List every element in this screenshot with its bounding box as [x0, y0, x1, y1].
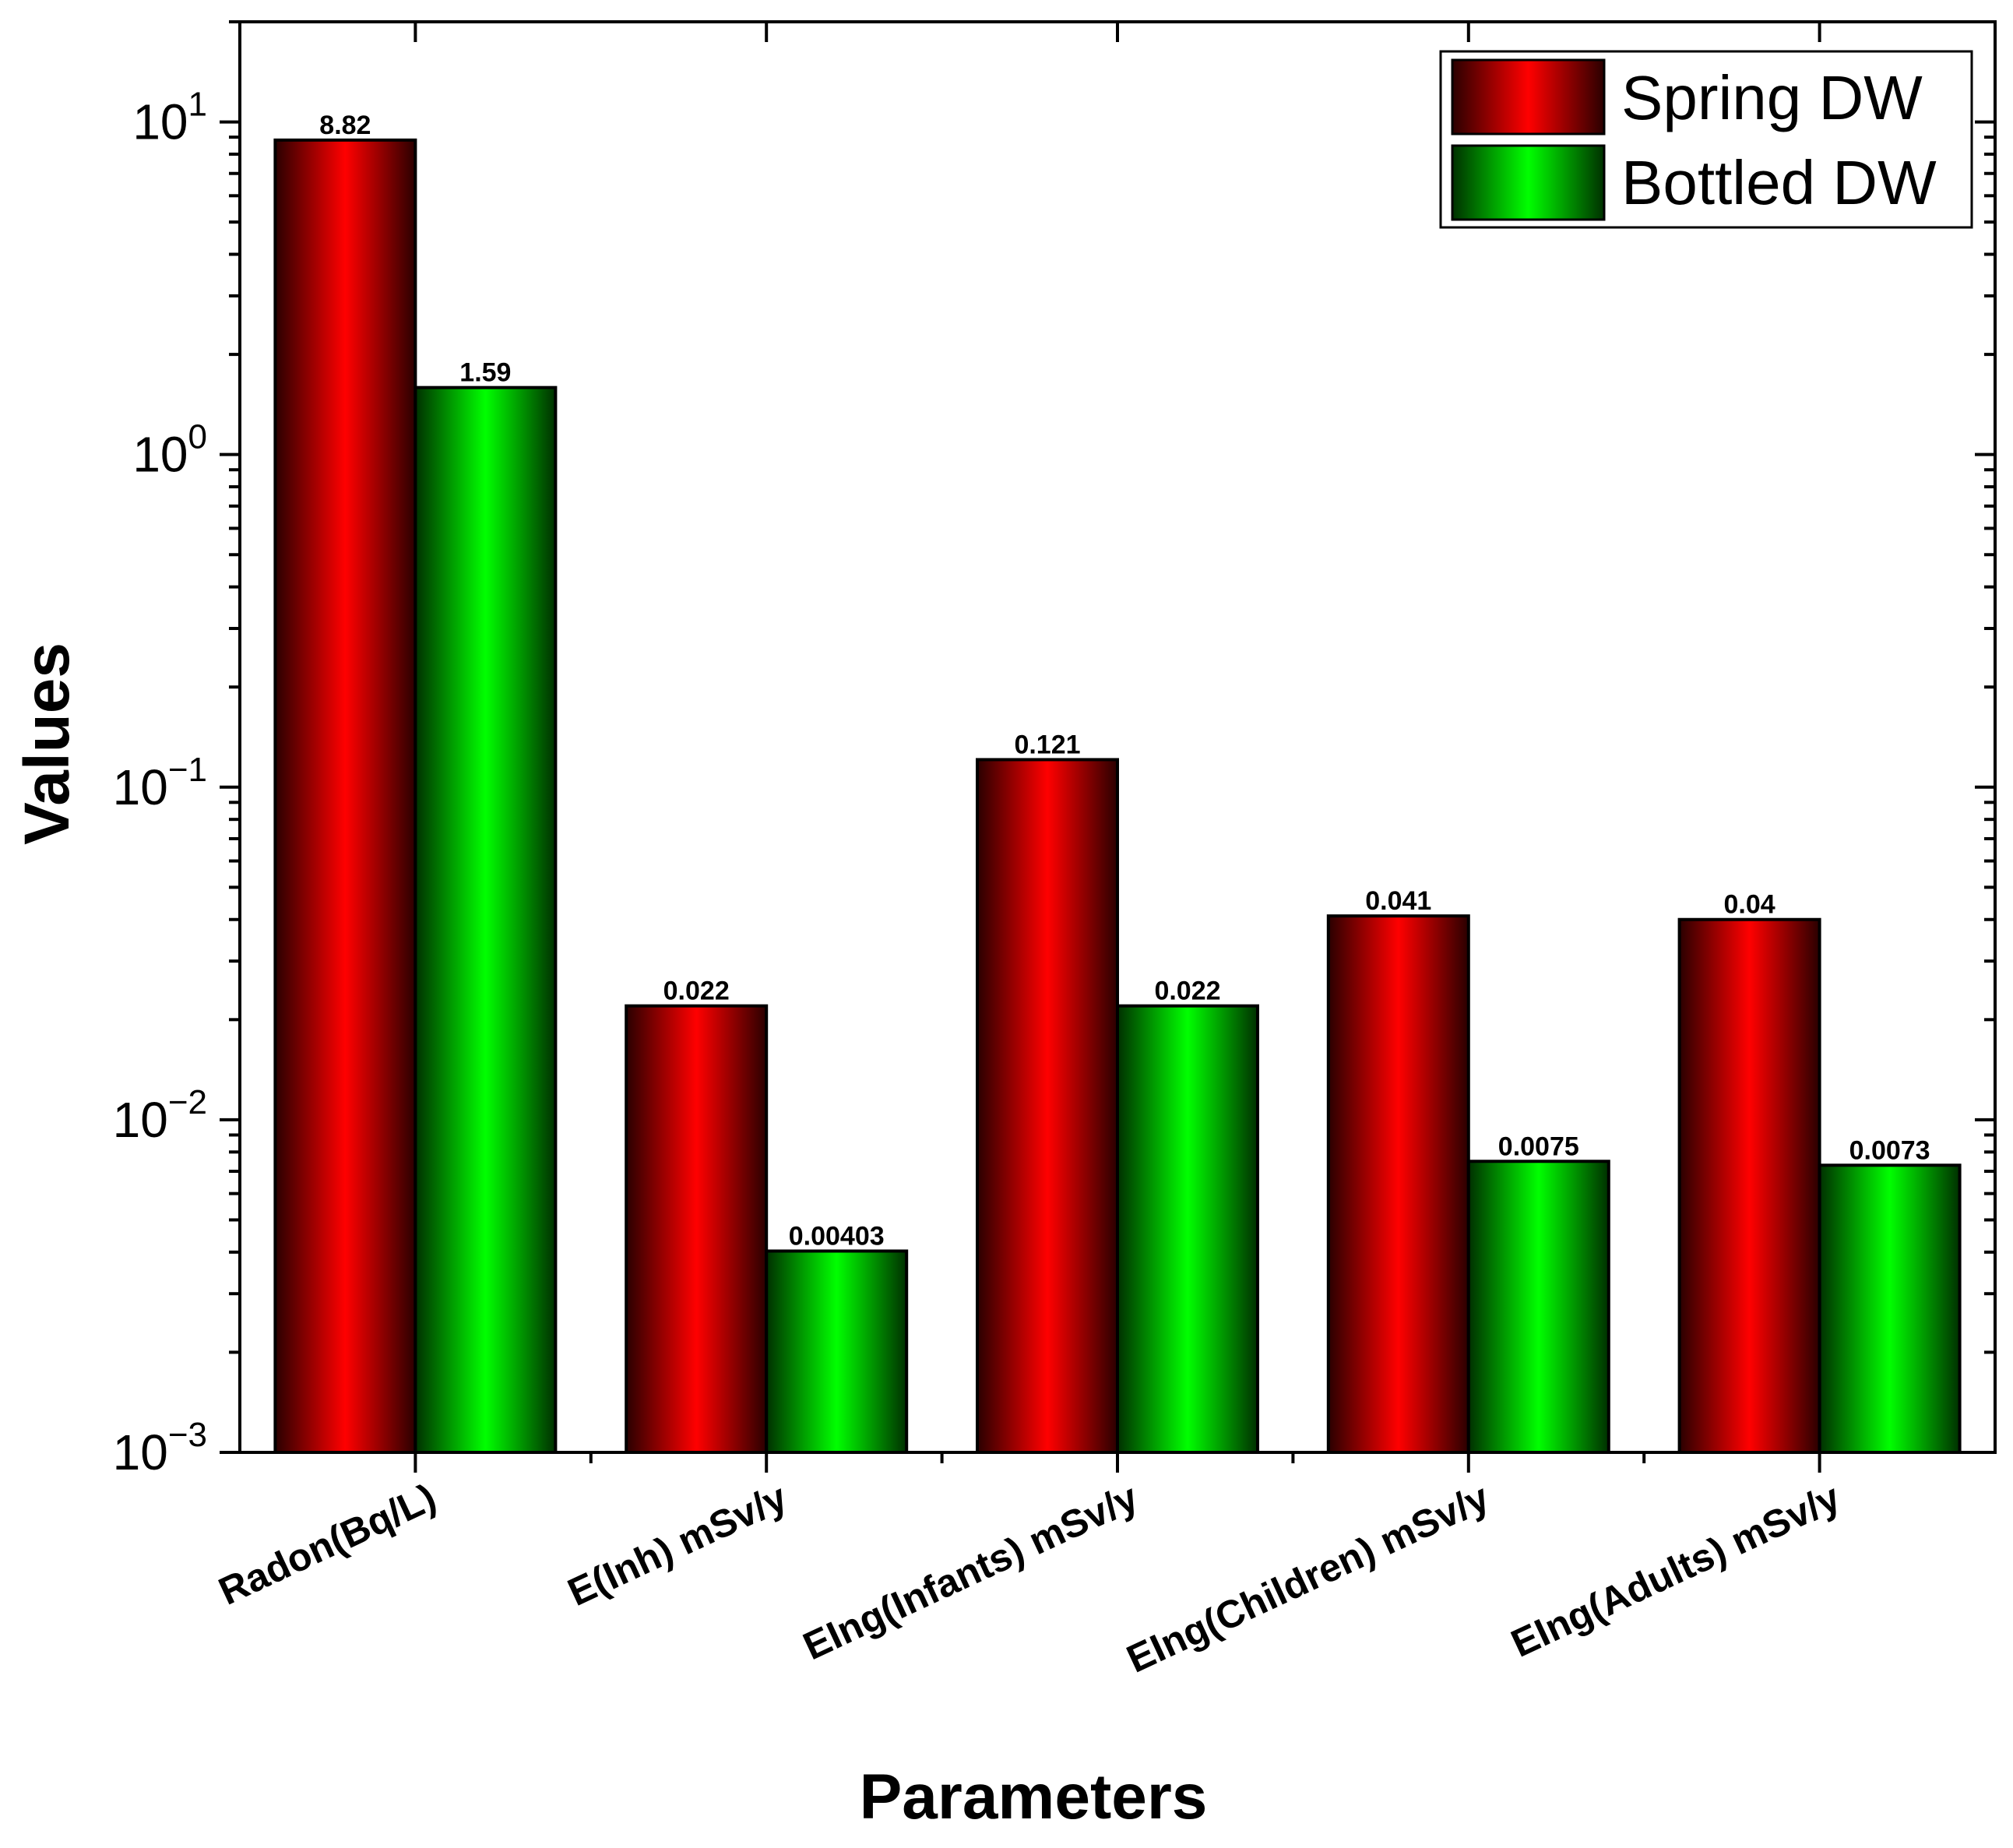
bar-bottled: [1818, 1163, 1962, 1455]
bar-bottled: [765, 1249, 909, 1454]
category-label: E(Inh) mSv/y: [561, 1475, 794, 1614]
data-labels: 8.82 1.59 0.022 0.00403 0.121 0.022 0.041 0.007…: [319, 111, 1930, 1251]
x-axis-ticks: [414, 22, 1821, 1473]
legend-swatch-bottled: [1451, 144, 1606, 221]
y-tick-exponent: −3: [168, 1416, 207, 1454]
y-tick-label: 101: [132, 86, 207, 150]
data-label-bottled: 0.00403: [789, 1221, 885, 1251]
legend: Spring DW Bottled DW: [1439, 50, 1973, 229]
data-label-spring: 0.022: [663, 977, 730, 1006]
category-labels: Radon(Bq/L) E(Inh) mSv/y EIng(Infants) mSv…: [213, 1475, 1847, 1681]
y-tick-exponent: 1: [188, 86, 207, 124]
category-label: Radon(Bq/L): [213, 1475, 443, 1614]
category-label: EIng(Children) mSv/y: [1121, 1475, 1496, 1681]
bar-spring: [1326, 914, 1470, 1454]
legend-label-spring: Spring DW: [1621, 63, 1923, 132]
bar-spring: [273, 138, 417, 1454]
category-label: EIng(Adults) mSv/y: [1504, 1475, 1846, 1666]
data-label-bottled: 0.022: [1154, 977, 1220, 1006]
y-tick-label: 10−2: [113, 1083, 207, 1148]
data-label-bottled: 0.0075: [1498, 1132, 1579, 1161]
data-label-bottled: 0.0073: [1849, 1135, 1930, 1165]
data-label-spring: 0.041: [1365, 886, 1431, 916]
y-tick-exponent: −2: [168, 1083, 207, 1121]
bar-bottled: [1116, 1004, 1259, 1454]
y-tick-base: 10: [132, 427, 188, 483]
y-tick-base: 10: [132, 94, 188, 150]
legend-label-bottled: Bottled DW: [1621, 148, 1937, 217]
bar-spring: [976, 758, 1119, 1454]
data-label-bottled: 1.59: [459, 358, 511, 388]
y-tick-label: 100: [132, 418, 207, 483]
y-tick-base: 10: [113, 1092, 168, 1148]
y-axis-title: Values: [12, 642, 83, 845]
data-label-spring: 0.04: [1724, 890, 1775, 920]
y-tick-exponent: 0: [188, 418, 207, 456]
y-tick-exponent: −1: [168, 751, 207, 789]
x-axis-title: Parameters: [860, 1762, 1208, 1832]
y-tick-base: 10: [113, 759, 168, 815]
bar-bottled: [1466, 1160, 1610, 1455]
legend-swatch-spring: [1451, 58, 1606, 136]
bar-spring: [625, 1004, 769, 1454]
bar-bottled: [414, 385, 558, 1454]
y-tick-base: 10: [113, 1424, 168, 1480]
y-tick-label: 10−3: [113, 1416, 207, 1480]
bar-spring: [1677, 917, 1821, 1455]
data-label-spring: 8.82: [319, 111, 371, 140]
bars: [273, 138, 1962, 1455]
category-label: EIng(Infants) mSv/y: [797, 1475, 1145, 1668]
data-label-spring: 0.121: [1014, 730, 1080, 759]
y-tick-label: 10−1: [113, 751, 207, 815]
